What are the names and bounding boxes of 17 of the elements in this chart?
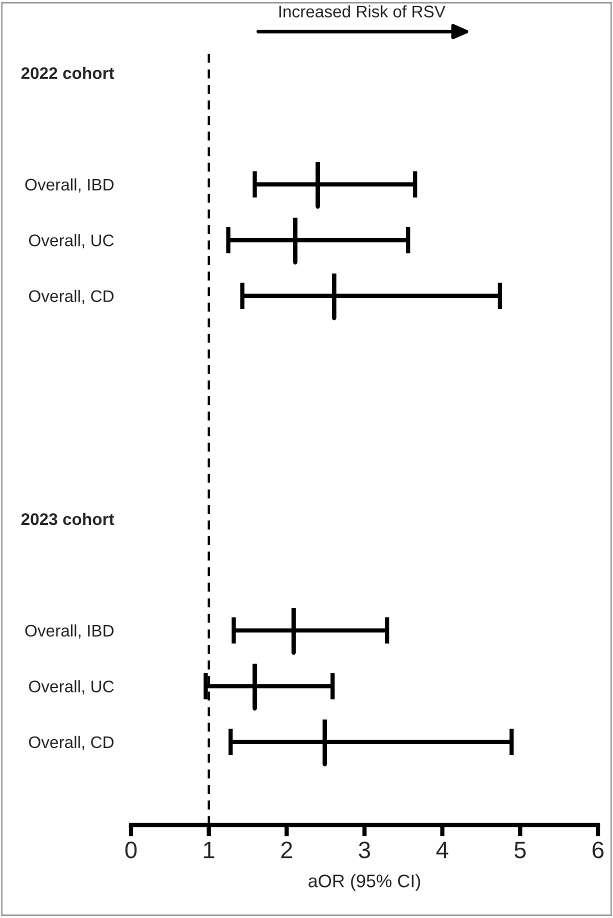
x-tick-label: 5 bbox=[514, 842, 526, 858]
x-tick-label: 3 bbox=[358, 842, 370, 858]
x-tick-label: 6 bbox=[592, 842, 604, 858]
y-tick-label: Overall, CD bbox=[29, 736, 114, 750]
y-tick-label: 2022 cohort bbox=[21, 66, 114, 80]
x-tick-label: 1 bbox=[204, 842, 214, 858]
y-tick-label: 2023 cohort bbox=[21, 512, 114, 526]
x-tick-label: 0 bbox=[125, 842, 137, 858]
y-tick-label: Overall, IBD bbox=[25, 624, 114, 639]
text: Increased Risk of RSV bbox=[279, 5, 446, 18]
y-tick-label: Overall, UC bbox=[29, 234, 114, 248]
y-tick-label: Overall, IBD bbox=[25, 178, 114, 193]
y-tick-label: Overall, CD bbox=[29, 290, 114, 304]
y-tick-label: Overall, UC bbox=[29, 680, 114, 694]
x-tick-label: 2 bbox=[281, 842, 292, 858]
x-axis-title: aOR (95% CI) bbox=[308, 874, 420, 891]
x-tick-label: 4 bbox=[436, 842, 448, 858]
